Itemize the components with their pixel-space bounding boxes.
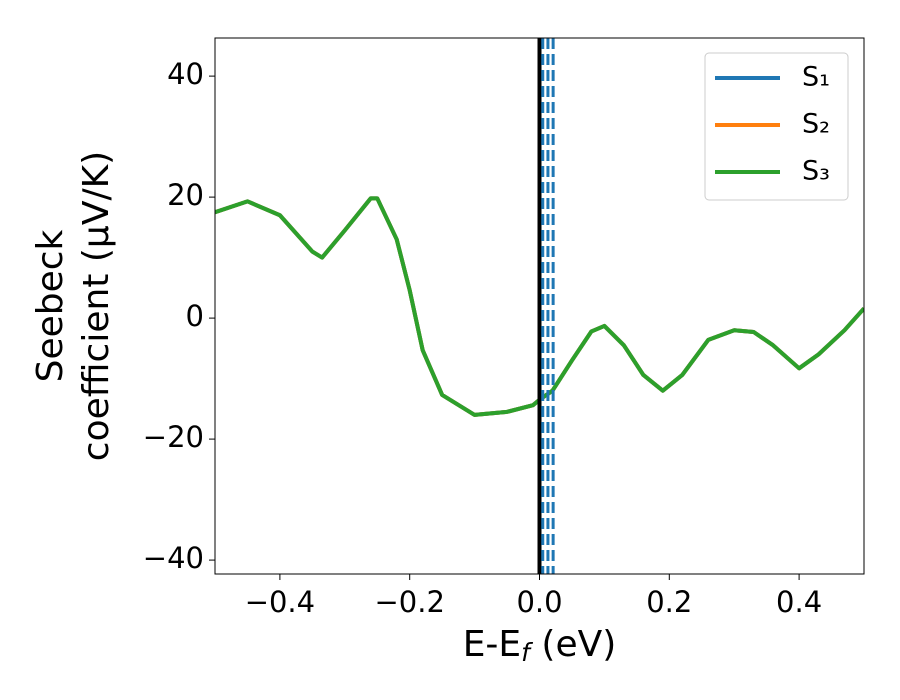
series-line xyxy=(215,196,864,417)
x-tick-label: 0.2 xyxy=(646,585,692,619)
x-tick-label: −0.2 xyxy=(374,585,444,619)
y-axis-label: coefficient (μV/K) xyxy=(76,151,117,461)
legend-label: S₃ xyxy=(802,156,830,187)
x-tick-label: 0.0 xyxy=(516,585,562,619)
x-tick-label: 0.4 xyxy=(776,585,822,619)
legend-label: S₁ xyxy=(802,62,830,93)
x-label-rest: (eV) xyxy=(530,624,616,665)
x-axis-label: E-Ef (eV) xyxy=(463,624,617,667)
y-tick-label: −40 xyxy=(143,541,204,575)
y-axis-label: Seebeck xyxy=(30,229,71,382)
y-tick-label: 40 xyxy=(167,57,204,91)
x-label-main: E-E xyxy=(463,624,521,665)
x-tick-label: −0.4 xyxy=(245,585,315,619)
legend-label: S₂ xyxy=(802,109,830,140)
y-tick-label: 0 xyxy=(186,299,204,333)
y-tick-label: 20 xyxy=(167,178,204,212)
y-tick-label: −20 xyxy=(143,420,204,454)
